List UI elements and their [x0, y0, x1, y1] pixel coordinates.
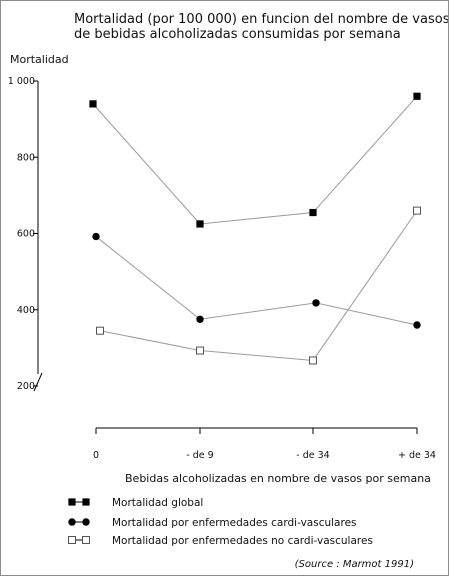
y-tick-label: 600	[17, 229, 35, 240]
series-layer	[89, 92, 421, 365]
legend-marker	[68, 536, 76, 544]
data-point	[309, 356, 317, 365]
data-point	[196, 346, 204, 355]
data-point	[413, 206, 421, 215]
legend-marker	[82, 536, 90, 544]
data-point	[413, 321, 421, 329]
x-tick-label: + de 34	[398, 450, 436, 461]
series-3	[96, 206, 421, 365]
data-point	[196, 220, 204, 228]
legend-marker	[68, 518, 76, 526]
legend-label: Mortalidad por enfermedades cardi-vascul…	[112, 517, 357, 529]
series-2	[92, 232, 421, 329]
y-tick-label: 800	[17, 152, 35, 163]
y-tick-label: 400	[17, 305, 35, 316]
series-1	[89, 92, 421, 228]
y-axis-label: Mortalidad	[10, 53, 69, 66]
data-point	[312, 299, 320, 307]
x-tick-label: - de 34	[296, 450, 329, 461]
data-point	[92, 232, 100, 241]
data-point	[309, 208, 317, 217]
legend-marker	[82, 498, 90, 506]
y-tick-label: 200	[17, 381, 35, 392]
source-note: (Source : Marmot 1991)	[295, 559, 414, 570]
series-line	[99, 210, 418, 361]
data-point	[196, 315, 204, 323]
legend: Mortalidad global Mortalidad por enfermed…	[68, 497, 373, 547]
y-axis-break	[33, 372, 43, 392]
tick-labels: 1 000 800 600 400 200 0 - de 9 - de 34 + de 34	[8, 76, 436, 461]
legend-marker	[68, 498, 76, 506]
chart-title-line-2: de bebidas alcoholizadas consumidas por …	[74, 27, 401, 42]
legend-item: Mortalidad por enfermedades no cardi-vas…	[68, 535, 373, 547]
legend-marker	[82, 518, 90, 526]
legend-label: Mortalidad global	[112, 497, 203, 509]
data-point	[96, 326, 104, 335]
chart-title-line-1: Mortalidad (por 100 000) en funcion del …	[74, 12, 448, 27]
x-axis-label: Bebidas alcoholizadas en nombre de vasos…	[125, 472, 431, 485]
series-line	[92, 95, 418, 225]
x-tick-label: - de 9	[186, 450, 213, 461]
data-point	[89, 100, 97, 108]
x-tick-label: 0	[93, 450, 99, 461]
y-tick-label: 1 000	[8, 76, 35, 87]
legend-label: Mortalidad por enfermedades no cardi-vas…	[112, 535, 373, 547]
series-line	[95, 236, 418, 326]
legend-item: Mortalidad por enfermedades cardi-vascul…	[68, 517, 357, 529]
data-point	[413, 92, 421, 100]
legend-item: Mortalidad global	[68, 497, 203, 509]
axes	[33, 80, 418, 434]
